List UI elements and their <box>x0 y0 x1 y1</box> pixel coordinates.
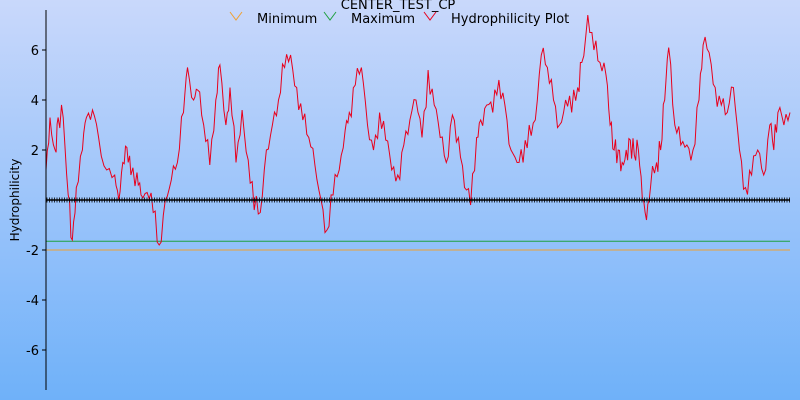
legend-swatch-maximum <box>323 11 337 21</box>
legend-label-maximum: Maximum <box>351 12 415 27</box>
legend-label-minimum: Minimum <box>257 12 317 27</box>
y-axis-label: Hydrophilicity <box>8 159 22 242</box>
legend-item-minimum: Minimum <box>229 11 317 27</box>
y-axis-ticks: -6 -4 -2 2 4 6 <box>26 44 46 359</box>
legend-item-hydrophilicity: Hydrophilicity Plot <box>423 11 569 27</box>
series-baseline <box>46 197 790 203</box>
series-layer <box>45 14 791 251</box>
y-tick-label: 6 <box>31 44 39 59</box>
series-line-hydrophilicity-plot <box>45 14 791 246</box>
legend-swatch-hydrophilicity <box>423 11 437 21</box>
legend: Minimum Maximum Hydrophilicity Plot <box>229 11 569 27</box>
y-tick-label: -4 <box>26 294 39 309</box>
legend-swatch-minimum <box>229 11 243 21</box>
y-tick-label: 2 <box>31 144 39 159</box>
legend-item-maximum: Maximum <box>323 11 415 27</box>
y-tick-label: 4 <box>31 94 39 109</box>
y-tick-label: -6 <box>26 344 39 359</box>
y-tick-label: -2 <box>26 244 39 259</box>
legend-label-hydrophilicity: Hydrophilicity Plot <box>451 12 569 27</box>
chart-title: CENTER_TEST_CP <box>341 0 456 13</box>
